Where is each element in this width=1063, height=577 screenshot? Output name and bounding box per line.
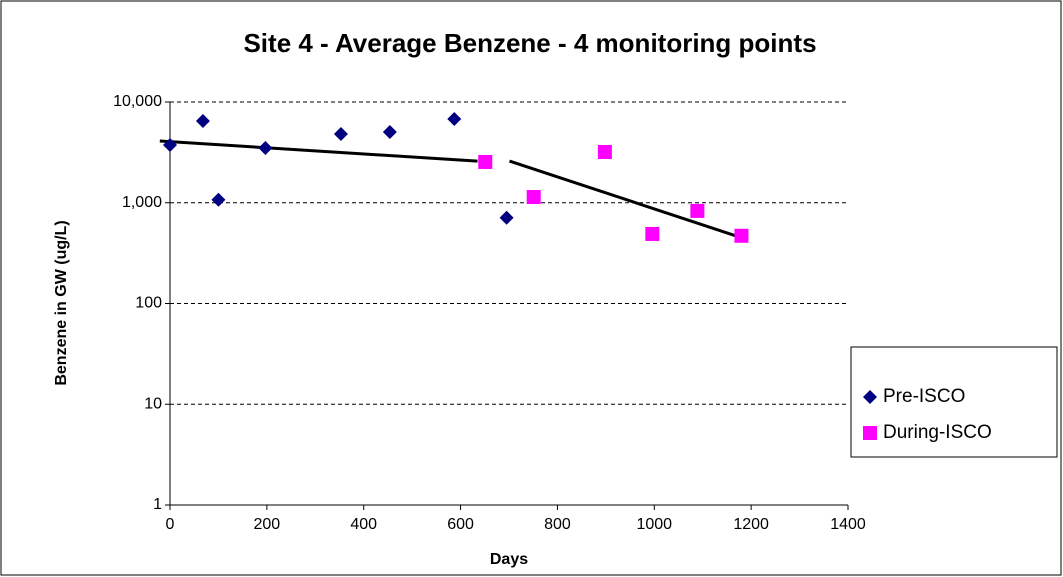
x-tick-label: 1200 — [733, 516, 769, 533]
marker — [690, 203, 705, 218]
y-tick-label: 100 — [135, 295, 162, 312]
x-tick-label: 1400 — [830, 516, 866, 533]
x-tick-label: 400 — [350, 516, 377, 533]
marker — [478, 154, 493, 169]
x-tick-label: 0 — [166, 516, 175, 533]
y-tick-label: 10,000 — [113, 93, 162, 110]
x-tick-label: 1000 — [636, 516, 672, 533]
marker — [163, 138, 177, 153]
legend-marker — [863, 426, 877, 440]
marker — [499, 210, 514, 225]
legend-marker — [863, 390, 877, 404]
legend-label: Pre-ISCO — [883, 386, 965, 407]
chart-title: Site 4 - Average Benzene - 4 monitoring … — [243, 28, 816, 58]
marker — [597, 144, 612, 159]
trendline — [509, 159, 740, 239]
x-tick-label: 800 — [544, 516, 571, 533]
x-tick-label: 600 — [447, 516, 474, 533]
trendline — [159, 139, 478, 163]
legend-label: During-ISCO — [883, 422, 992, 443]
y-tick-label: 10 — [144, 395, 162, 412]
marker — [211, 192, 226, 207]
y-tick-label: 1,000 — [122, 194, 162, 211]
x-axis-label: Days — [490, 551, 528, 568]
legend-box — [850, 346, 1058, 458]
marker — [195, 113, 210, 128]
marker — [734, 228, 749, 243]
marker — [447, 112, 462, 127]
x-tick-label: 200 — [254, 516, 281, 533]
marker — [258, 141, 273, 156]
y-axis-label: Benzene in GW (ug/L) — [53, 220, 70, 385]
marker — [333, 127, 348, 142]
marker — [526, 190, 541, 205]
marker — [645, 226, 660, 241]
y-tick-label: 1 — [153, 496, 162, 513]
marker — [382, 124, 397, 139]
